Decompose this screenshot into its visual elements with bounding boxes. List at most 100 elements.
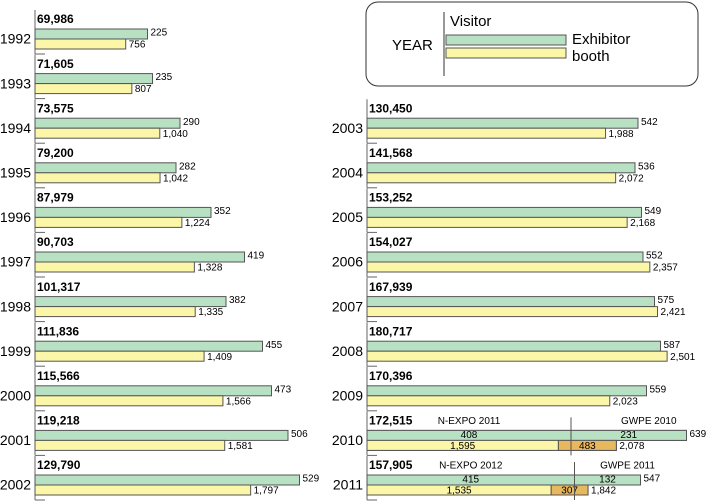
booth-bar <box>34 127 161 139</box>
year-label: 2001 <box>0 432 31 448</box>
booth-label: 1,224 <box>185 218 210 229</box>
exhibitor-bar <box>366 385 647 397</box>
segment-label: 307 <box>561 486 578 497</box>
event-name: N-EXPO 2012 <box>439 461 503 472</box>
event-name: GWPE 2010 <box>621 416 677 427</box>
exhibitor-bar <box>34 28 148 40</box>
booth-label: 1,335 <box>198 307 223 318</box>
booth-label: 807 <box>135 84 152 95</box>
booth-label: 1,042 <box>163 173 188 184</box>
visitor-label: 157,905 <box>369 458 413 472</box>
exhibitor-bar <box>34 117 181 129</box>
booth-label: 2,501 <box>670 352 695 363</box>
legend-title: YEAR <box>392 37 433 54</box>
exhibitor-label: 352 <box>214 206 231 217</box>
segment-label: 231 <box>620 430 637 441</box>
booth-label: 1,040 <box>163 129 188 140</box>
booth-bar <box>34 261 195 273</box>
booth-label: 2,072 <box>619 173 644 184</box>
segment-label: 132 <box>599 475 616 486</box>
booth-label: 2,078 <box>619 441 644 452</box>
booth-label: 2,357 <box>653 263 678 274</box>
exhibitor-bar <box>34 429 289 441</box>
exhibitor-label: 382 <box>229 295 246 306</box>
visitor-label: 111,836 <box>37 324 79 338</box>
booth-bar <box>34 350 205 362</box>
visitor-label: 167,939 <box>369 280 413 294</box>
booth-bar <box>366 261 651 273</box>
booth-bar <box>34 306 196 318</box>
exhibitor-bar <box>34 162 177 174</box>
visitor-label: 119,218 <box>37 414 80 428</box>
event-name: GWPE 2011 <box>600 461 655 472</box>
year-label: 2011 <box>333 477 363 493</box>
booth-label: 1,328 <box>197 263 222 274</box>
year-label: 1994 <box>0 120 31 136</box>
booth-bar <box>34 484 252 496</box>
exhibitor-bar <box>366 296 655 308</box>
exhibitor-bar <box>366 251 644 263</box>
visitor-label: 87,979 <box>37 191 74 205</box>
year-label: 2002 <box>0 477 31 493</box>
exhibitor-label: 235 <box>156 72 173 83</box>
year-label: 1996 <box>0 209 31 225</box>
booth-bar <box>34 395 224 407</box>
booth-label: 1,566 <box>226 396 251 407</box>
segment-label: 408 <box>461 430 478 441</box>
exhibitor-label: 506 <box>291 429 308 440</box>
exhibitor-bar <box>34 251 245 263</box>
event-name: N-EXPO 2011 <box>438 416 501 427</box>
legend-label: Visitor <box>450 13 491 30</box>
year-label: 2007 <box>332 298 363 314</box>
booth-bar <box>34 83 133 95</box>
exhibitor-bar <box>34 385 272 397</box>
year-label: 1999 <box>0 343 31 359</box>
booth-label: 2,168 <box>630 218 655 229</box>
year-label: 2010 <box>332 432 363 448</box>
exhibitor-label: 575 <box>658 295 675 306</box>
exhibitor-bar <box>34 340 263 352</box>
segment-label: 415 <box>462 475 479 486</box>
year-label: 2004 <box>332 165 363 181</box>
booth-label: 1,988 <box>609 129 634 140</box>
exhibitor-bar <box>366 340 661 352</box>
visitor-label: 69,986 <box>37 12 74 26</box>
visitor-label: 130,450 <box>369 101 413 115</box>
year-label: 2005 <box>332 209 363 225</box>
visitor-label: 129,790 <box>37 458 81 472</box>
legend-swatch <box>445 47 567 59</box>
booth-bar <box>34 172 161 184</box>
booth-label: 2,421 <box>661 307 686 318</box>
visitor-label: 180,717 <box>369 324 413 338</box>
exhibitor-label: 547 <box>644 474 661 485</box>
exhibitor-bar <box>34 474 300 486</box>
legend-label: booth <box>572 48 610 65</box>
year-label: 2000 <box>0 388 31 404</box>
booth-bar <box>34 38 127 50</box>
exhibitor-bar <box>366 162 636 174</box>
exhibitor-label: 549 <box>645 206 662 217</box>
booth-bar <box>34 439 226 451</box>
visitor-label: 71,605 <box>37 57 74 71</box>
visitor-label: 101,317 <box>37 280 81 294</box>
year-label: 2006 <box>332 254 363 270</box>
exhibitor-label: 552 <box>646 251 663 262</box>
visitor-label: 170,396 <box>369 369 413 383</box>
exhibitor-label: 529 <box>303 474 320 485</box>
segment-label: 1,595 <box>450 441 475 452</box>
exhibitor-label: 473 <box>275 384 292 395</box>
legend-label: Exhibitor <box>572 31 630 48</box>
booth-label: 1,842 <box>591 486 616 497</box>
visitor-label: 90,703 <box>37 235 74 249</box>
exhibitor-label: 536 <box>638 161 655 172</box>
booth-bar <box>366 216 628 228</box>
booth-bar <box>366 172 617 184</box>
exhibitor-label: 419 <box>248 251 265 262</box>
booth-bar <box>366 127 607 139</box>
year-label: 1995 <box>0 165 31 181</box>
exhibitor-bar <box>366 117 639 129</box>
exhibitor-bar <box>34 73 153 85</box>
year-label: 1993 <box>0 75 31 91</box>
visitor-label: 73,575 <box>37 101 74 115</box>
